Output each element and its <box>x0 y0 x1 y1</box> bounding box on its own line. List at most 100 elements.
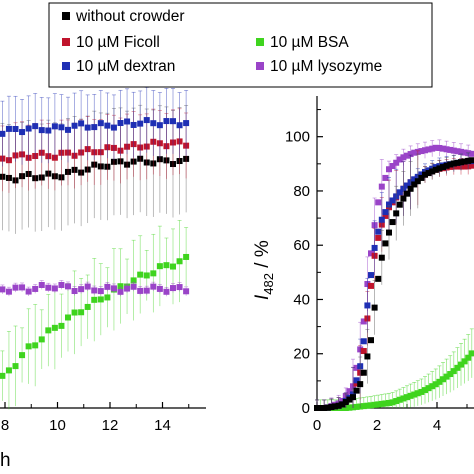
data-point <box>375 401 382 408</box>
left-x-tick-label: 14 <box>154 417 171 434</box>
data-point <box>32 285 39 292</box>
left-series-10-m-bsa <box>0 220 190 410</box>
data-point <box>143 272 150 279</box>
data-point <box>382 212 389 219</box>
data-point <box>393 159 400 166</box>
data-point <box>368 282 374 289</box>
data-point <box>176 284 183 291</box>
data-point <box>407 392 414 399</box>
legend-marker <box>256 62 264 70</box>
data-point <box>5 367 12 374</box>
data-point <box>38 336 45 343</box>
data-point <box>342 399 349 406</box>
data-point <box>137 271 144 278</box>
data-point <box>468 157 474 164</box>
ylabel-unit: / % <box>252 240 273 273</box>
data-point <box>454 148 461 155</box>
data-point <box>25 125 32 132</box>
data-point <box>389 399 396 406</box>
data-point <box>360 369 367 376</box>
data-point <box>432 166 439 173</box>
data-point <box>360 338 367 345</box>
data-point <box>150 283 157 290</box>
legend-marker <box>256 38 264 46</box>
data-point <box>432 381 439 388</box>
data-point <box>400 195 407 202</box>
data-point <box>353 380 360 387</box>
legend-marker <box>62 12 70 20</box>
data-point <box>328 404 335 411</box>
data-point <box>65 126 71 133</box>
data-point <box>117 283 124 290</box>
data-point <box>12 125 19 132</box>
data-point <box>104 283 111 290</box>
data-point <box>321 405 328 411</box>
data-point <box>360 403 367 410</box>
legend-label: 10 µM Ficoll <box>76 34 160 51</box>
data-point <box>375 228 382 235</box>
right-series-without-crowder <box>314 152 474 411</box>
right-series-10-m-bsa <box>314 328 474 411</box>
data-point <box>19 129 26 136</box>
data-point <box>429 383 436 390</box>
data-point <box>360 318 367 325</box>
data-point <box>314 405 320 411</box>
data-point <box>65 283 71 290</box>
data-point <box>156 263 163 270</box>
data-point <box>156 285 163 292</box>
data-point <box>360 348 367 355</box>
data-point <box>350 394 356 401</box>
data-point <box>97 120 104 127</box>
ylabel-subscript: 482 <box>261 273 276 295</box>
data-point <box>422 147 428 154</box>
data-point <box>411 391 418 398</box>
data-point <box>38 281 45 288</box>
data-point <box>468 150 474 157</box>
data-point <box>458 361 464 368</box>
data-point <box>5 288 12 295</box>
data-point <box>386 166 392 173</box>
data-point <box>45 327 52 334</box>
data-point <box>84 124 91 131</box>
data-point <box>58 281 65 288</box>
data-point <box>25 288 32 295</box>
data-point <box>404 152 410 159</box>
data-point <box>371 401 378 408</box>
data-point <box>400 395 407 402</box>
right-y-tick-label: 100 <box>285 129 310 146</box>
data-point <box>371 244 378 251</box>
data-point <box>170 285 176 292</box>
data-point <box>12 363 19 370</box>
data-point <box>425 170 432 177</box>
data-point <box>364 402 371 409</box>
data-point <box>400 154 407 161</box>
data-point <box>396 396 403 403</box>
data-point <box>32 342 39 349</box>
data-point <box>404 394 410 401</box>
data-point <box>163 262 170 269</box>
ylabel-main: I <box>252 294 273 300</box>
data-point <box>436 165 443 172</box>
data-point <box>353 364 360 371</box>
right-y-tick-label: 60 <box>293 237 310 254</box>
data-point <box>332 403 338 410</box>
right-y-ticks: 0 20 40 60 80 100 <box>285 109 323 417</box>
data-point <box>425 146 432 153</box>
data-point <box>150 120 157 127</box>
data-point <box>91 287 98 294</box>
data-point <box>432 144 439 151</box>
data-point <box>97 288 104 295</box>
data-point <box>130 283 137 290</box>
data-point <box>78 120 85 127</box>
data-point <box>440 376 446 383</box>
data-point <box>468 350 474 357</box>
data-point <box>422 387 428 394</box>
data-point <box>163 118 170 125</box>
data-point <box>0 286 6 293</box>
data-point <box>418 174 425 181</box>
data-point <box>396 189 403 196</box>
data-point <box>353 377 360 384</box>
data-point <box>58 124 65 131</box>
data-point <box>183 253 190 260</box>
left-x-ticks: 8 10 12 14 <box>1 402 190 434</box>
